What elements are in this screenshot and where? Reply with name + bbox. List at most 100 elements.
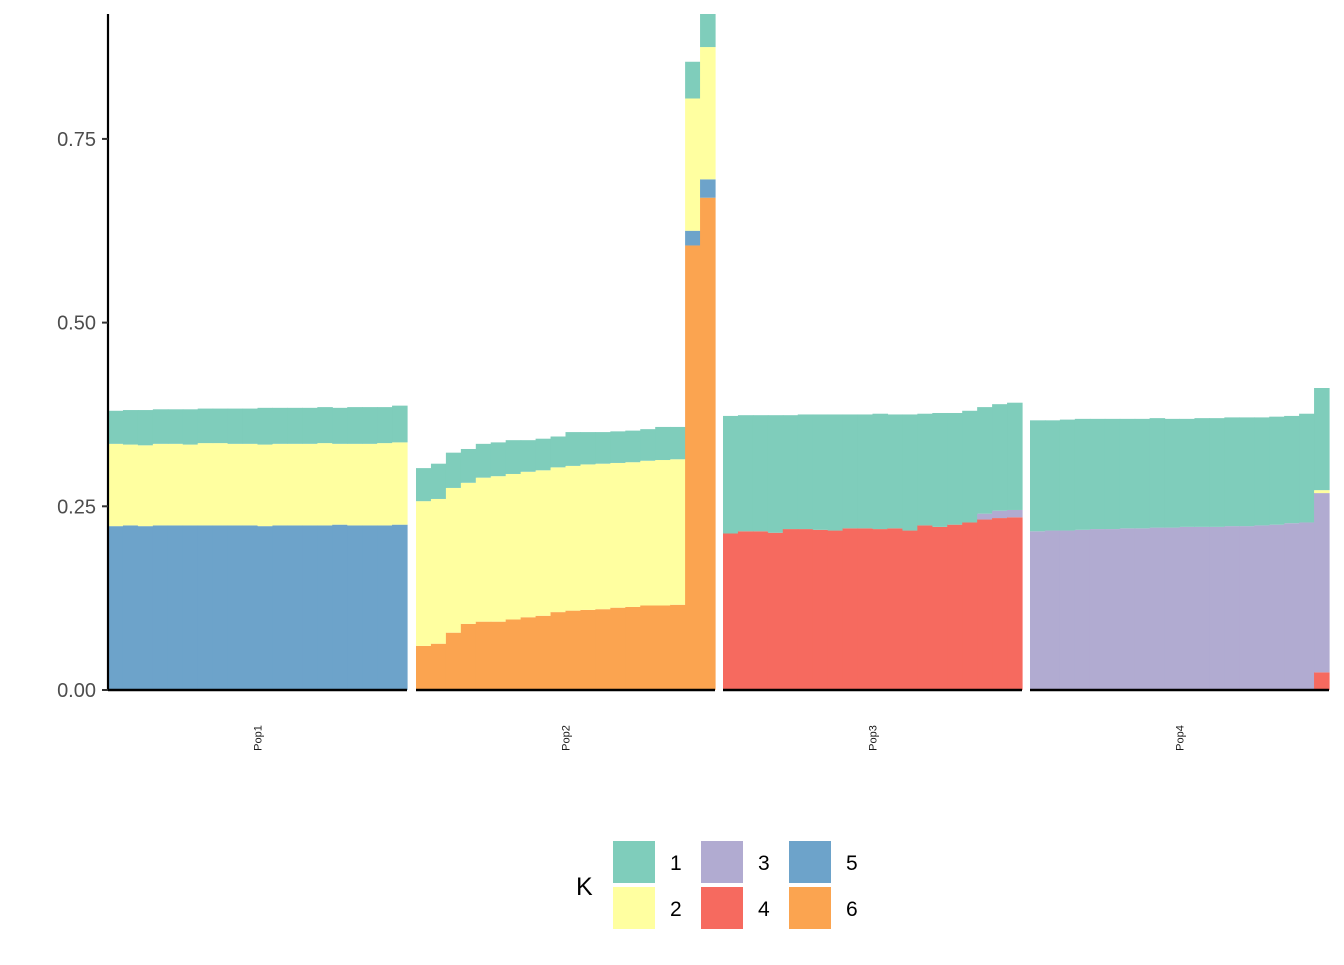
bar-segment-k3 <box>1164 527 1181 690</box>
bar-segment-k1 <box>752 415 769 532</box>
bar-segment-k1 <box>137 410 154 446</box>
legend-label-k4: 4 <box>758 898 770 921</box>
bar-segment-k4 <box>992 518 1008 690</box>
bar-segment-k4 <box>1007 517 1023 690</box>
bar-segment-k2 <box>287 443 303 526</box>
bar-segment-k2 <box>580 464 596 610</box>
bar-segment-k1 <box>197 408 214 444</box>
bar-segment-k6 <box>670 604 686 690</box>
panel-label: Pop4 <box>1175 725 1187 751</box>
bar-segment-k5 <box>242 525 259 690</box>
bar-segment-k1 <box>782 415 799 530</box>
bar-segment-k5 <box>122 525 139 690</box>
bar-segment-k4 <box>782 529 799 690</box>
y-tick-label: 0.00 <box>57 680 96 702</box>
bar-segment-k1 <box>377 407 393 444</box>
bar-segment-k6 <box>565 610 582 690</box>
bar-segment-k1 <box>887 414 903 529</box>
bar-segment-k6 <box>550 612 567 690</box>
bar-segment-k3 <box>1314 493 1330 673</box>
bar-segment-k2 <box>445 487 462 633</box>
bar-segment-k2 <box>505 473 522 620</box>
bar-segment-k3 <box>1030 531 1046 690</box>
bar-segment-k2 <box>416 501 432 646</box>
bar-segment-k5 <box>152 525 169 690</box>
bar-segment-k1 <box>460 448 477 483</box>
bar-segment-k1 <box>550 436 567 468</box>
bar-segment-k1 <box>565 432 582 466</box>
bar-segment-k1 <box>1209 418 1225 527</box>
bar-segment-k6 <box>416 645 432 690</box>
y-ticks: 0.00 0.25 0.50 0.75 <box>57 129 108 702</box>
bar-segment-k3 <box>1134 528 1151 690</box>
bar-segment-k3 <box>1224 526 1240 690</box>
bar-segment-k3 <box>992 510 1008 519</box>
bar-segment-k4 <box>797 529 814 690</box>
bar-segment-k6 <box>445 632 462 690</box>
bar-segment-k1 <box>1224 417 1240 527</box>
bar-segment-k4 <box>962 522 978 690</box>
bar-segment-k1 <box>1299 413 1315 523</box>
bar-segment-k3 <box>1104 529 1121 690</box>
bar-segment-k2 <box>460 482 477 624</box>
bar-segment-k3 <box>977 513 993 520</box>
bar-segment-k6 <box>430 643 447 690</box>
bar-segment-k5 <box>167 525 184 690</box>
bar-segment-k3 <box>1284 523 1300 690</box>
bar-segment-k1 <box>767 415 784 533</box>
bar-segment-k2 <box>520 471 537 618</box>
bar-segment-k3 <box>1119 528 1136 690</box>
bar-segment-k1 <box>1239 417 1255 527</box>
bar-segment-k1 <box>737 415 754 532</box>
bar-segment-k1 <box>445 452 462 488</box>
bar-segment-k3 <box>1209 526 1225 690</box>
bar-segment-k5 <box>685 230 701 246</box>
legend-swatch-k3 <box>701 841 743 883</box>
bar-segment-k1 <box>797 414 814 530</box>
bar-segment-k2 <box>625 462 641 607</box>
bar-segment-k4 <box>917 525 933 690</box>
bar-segment-k2 <box>242 443 259 526</box>
bar-segment-k4 <box>1314 672 1330 690</box>
legend-swatch-k6 <box>789 887 831 929</box>
bar-segment-k1 <box>962 410 978 523</box>
bar-segment-k1 <box>580 432 596 465</box>
bar-segment-k6 <box>505 619 522 690</box>
y-tick-label: 0.25 <box>57 496 96 518</box>
bar-segment-k3 <box>1044 530 1061 690</box>
legend-label-k1: 1 <box>670 852 682 875</box>
bar-segment-k1 <box>257 407 274 445</box>
bar-segment-k2 <box>122 444 139 526</box>
bar-segment-k1 <box>932 412 948 527</box>
bar-segment-k1 <box>1314 388 1330 491</box>
bar-segment-k1 <box>535 438 552 471</box>
bar-segment-k1 <box>1074 418 1091 530</box>
bar-segment-k1 <box>595 432 611 464</box>
bar-segment-k1 <box>1284 415 1300 524</box>
bar-segment-k1 <box>872 413 889 530</box>
bar-segment-k4 <box>977 519 993 690</box>
panel-baselines: Pop1 Pop2 Pop3 Pop4 <box>108 688 1329 751</box>
bar-segment-k3 <box>1239 526 1255 690</box>
bar-segment-k5 <box>197 525 214 690</box>
bar-segment-k1 <box>490 442 507 477</box>
bar-segment-k3 <box>1074 529 1091 690</box>
bar-segment-k2 <box>475 477 492 622</box>
bar-segment-k4 <box>902 530 918 690</box>
bar-segment-k6 <box>595 609 611 690</box>
bar-segment-k2 <box>535 470 552 616</box>
bar-segment-k6 <box>520 617 537 690</box>
bar-segment-k1 <box>1044 420 1061 531</box>
bar-segment-k1 <box>992 404 1008 511</box>
bar-segment-k2 <box>197 443 214 526</box>
bar-segment-k5 <box>700 179 716 198</box>
bar-segment-k2 <box>137 445 154 527</box>
bar-segment-k1 <box>1104 418 1121 530</box>
legend-label-k3: 3 <box>758 852 770 875</box>
bar-segment-k4 <box>827 530 844 690</box>
bar-segment-k2 <box>302 443 318 526</box>
panel-label: Pop3 <box>868 725 880 751</box>
bar-segment-k1 <box>857 414 874 529</box>
bar-segment-k4 <box>812 529 829 690</box>
bar-segment-k2 <box>152 443 169 526</box>
